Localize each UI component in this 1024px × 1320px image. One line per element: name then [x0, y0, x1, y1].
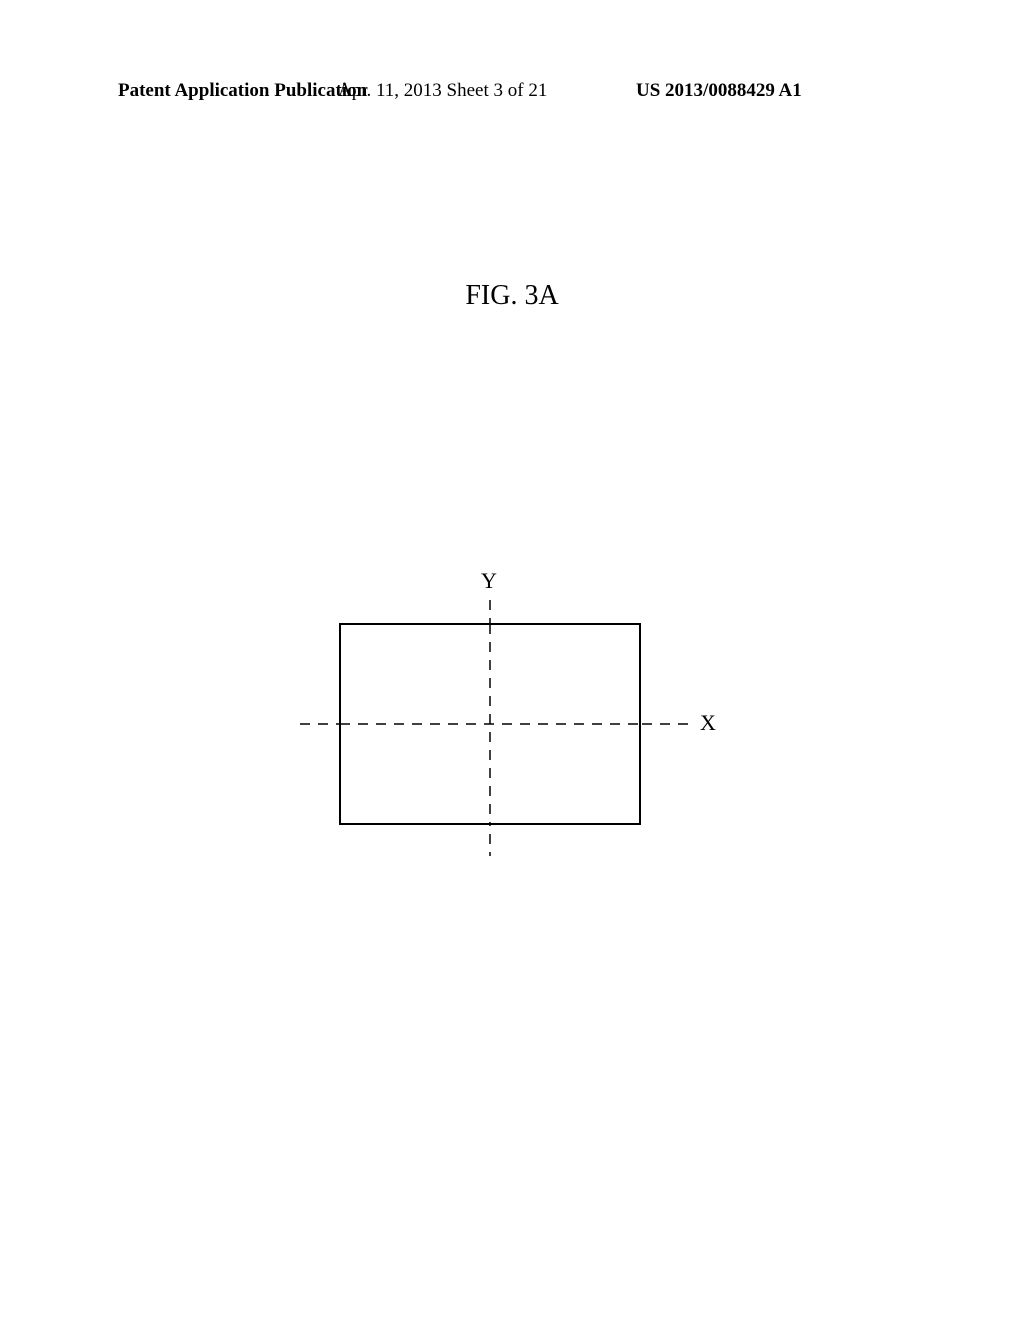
header-publication-number: US 2013/0088429 A1 — [636, 80, 802, 102]
x-axis-label: X — [700, 710, 716, 736]
figure-title: FIG. 3A — [0, 280, 1024, 312]
y-axis-label: Y — [481, 568, 497, 594]
header-date-sheet: Apr. 11, 2013 Sheet 3 of 21 — [338, 80, 547, 102]
diagram-svg — [280, 560, 740, 880]
figure-diagram: Y X — [280, 560, 740, 880]
header-publication-type: Patent Application Publication — [118, 80, 367, 102]
